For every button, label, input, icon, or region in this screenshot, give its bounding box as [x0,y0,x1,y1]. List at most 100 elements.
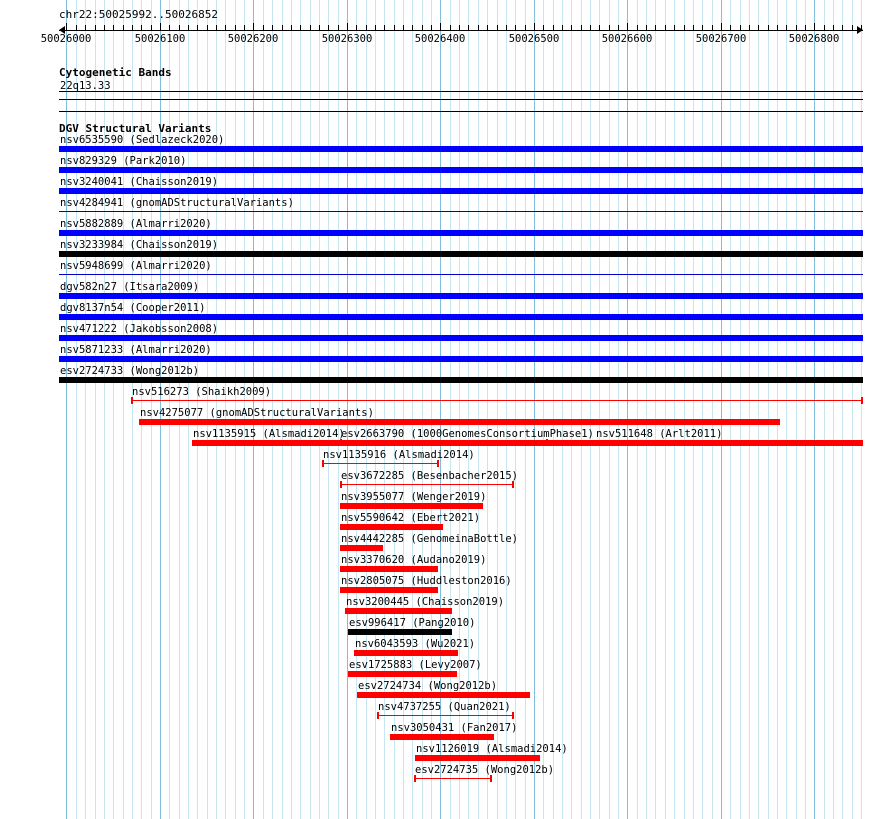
feature-bar[interactable] [345,608,452,614]
gridline [571,0,572,819]
feature-span-line [414,778,492,779]
gridline [805,0,806,819]
feature-bar[interactable] [59,377,863,383]
feature-label[interactable]: dgv8137n54 (Cooper2011) [60,302,206,314]
ruler-tick-label: 50026300 [321,33,373,45]
feature-label[interactable]: nsv3240041 (Chaisson2019) [60,176,219,188]
feature-bar[interactable] [340,524,443,530]
feature-label[interactable]: esv2663790 (1000GenomesConsortiumPhase1) [341,428,594,440]
ruler-tick-minor [95,25,96,31]
feature-label[interactable]: nsv5590642 (Ebert2021) [341,512,481,524]
feature-label[interactable]: nsv4284941 (gnomADStructuralVariants) [60,197,294,209]
ruler-tick-minor [478,25,479,31]
feature-bar[interactable] [59,211,863,212]
feature-label[interactable]: esv1725883 (Levy2007) [349,659,482,671]
feature-label[interactable]: nsv3050431 (Fan2017) [391,722,518,734]
feature-label[interactable]: nsv5948699 (Almarri2020) [60,260,212,272]
feature-label[interactable]: nsv1135915 (Alsmadi2014) [193,428,345,440]
feature-bar[interactable] [59,274,863,275]
feature-label[interactable]: nsv1126019 (Alsmadi2014) [416,743,568,755]
feature-bar[interactable] [192,440,658,446]
feature-label[interactable]: nsv6535590 (Sedlazeck2020) [60,134,225,146]
feature-label[interactable]: nsv3370620 (Audano2019) [341,554,487,566]
feature-label[interactable]: nsv2805075 (Huddleston2016) [341,575,512,587]
ruler-tick-minor [113,25,114,31]
feature-label[interactable]: esv3672285 (Besenbacher2015) [341,470,519,482]
gridline [562,0,563,819]
feature-label[interactable]: nsv6043593 (Wu2021) [355,638,476,650]
feature-bar[interactable] [354,650,458,656]
ruler-tick-minor [422,25,423,31]
gridline [646,0,647,819]
ruler-tick-minor [459,25,460,31]
feature-bar[interactable] [340,545,383,551]
feature-label[interactable]: esv996417 (Pang2010) [349,617,476,629]
feature-bar[interactable] [340,503,483,509]
feature-bar[interactable] [59,167,863,173]
ruler-tick-major [253,23,254,31]
track-title-cytogenetic-bands: Cytogenetic Bands [59,66,172,79]
ruler-tick-label: 50026100 [134,33,186,45]
feature-span[interactable] [340,481,514,488]
ruler-tick-minor [740,25,741,31]
feature-bar[interactable] [59,356,863,362]
feature-span[interactable] [322,460,439,467]
feature-label[interactable]: nsv4442285 (GenomeinaBottle) [341,533,519,545]
feature-bar[interactable] [348,671,457,677]
feature-bar[interactable] [59,251,863,257]
feature-label[interactable]: nsv3233984 (Chaisson2019) [60,239,219,251]
feature-bar[interactable] [415,755,540,761]
feature-label[interactable]: nsv471222 (Jakobsson2008) [60,323,219,335]
gridline [702,0,703,819]
feature-label[interactable]: nsv829329 (Park2010) [60,155,187,167]
ruler-tick-minor [768,25,769,31]
ruler-tick-minor [431,25,432,31]
feature-label[interactable]: dgv582n27 (Itsara2009) [60,281,200,293]
feature-label[interactable]: nsv511648 (Arlt2011) [596,428,723,440]
ruler-tick-label: 50026500 [508,33,560,45]
left-arrow-icon [59,26,65,34]
feature-label[interactable]: nsv4275077 (gnomADStructuralVariants) [140,407,374,419]
ruler-tick-minor [637,25,638,31]
ruler-tick-minor [543,25,544,31]
feature-bar[interactable] [595,440,863,446]
feature-bar[interactable] [59,188,863,194]
coordinate-ruler[interactable]: chr22:50025992..50026852 50026000 5002610… [0,0,890,48]
ruler-tick-minor [356,25,357,31]
feature-span[interactable] [414,775,492,782]
ruler-tick-minor [85,25,86,31]
ruler-tick-minor [824,25,825,31]
feature-span[interactable] [377,712,514,719]
feature-bar[interactable] [59,146,863,152]
ruler-tick-minor [169,25,170,31]
feature-bar[interactable] [348,629,452,635]
ruler-tick-major [534,23,535,31]
feature-bar[interactable] [59,335,863,341]
feature-label[interactable]: nsv1135916 (Alsmadi2014) [323,449,475,461]
ruler-tick-minor [712,25,713,31]
feature-bar[interactable] [390,734,494,740]
feature-span[interactable] [340,439,548,446]
feature-label[interactable]: nsv5882889 (Almarri2020) [60,218,212,230]
feature-bar[interactable] [340,566,438,572]
feature-label[interactable]: nsv4737255 (Quan2021) [378,701,511,713]
feature-bar[interactable] [340,587,438,593]
gridline [842,0,843,819]
feature-bar[interactable] [59,293,863,299]
feature-label[interactable]: nsv516273 (Shaikh2009) [132,386,272,398]
feature-label[interactable]: nsv3955077 (Wenger2019) [341,491,487,503]
feature-span[interactable] [131,397,863,404]
feature-span-line [322,463,439,464]
feature-label[interactable]: esv2724735 (Wong2012b) [415,764,555,776]
feature-label[interactable]: esv2724733 (Wong2012b) [60,365,200,377]
feature-label[interactable]: esv2724734 (Wong2012b) [358,680,498,692]
feature-bar[interactable] [59,230,863,236]
feature-label[interactable]: nsv5871233 (Almarri2020) [60,344,212,356]
feature-bar[interactable] [59,314,863,320]
feature-span-cap-left [377,712,379,719]
feature-bar[interactable] [139,419,780,425]
feature-label[interactable]: nsv3200445 (Chaisson2019) [346,596,505,608]
feature-bar[interactable] [357,692,530,698]
ruler-tick-minor [468,25,469,31]
